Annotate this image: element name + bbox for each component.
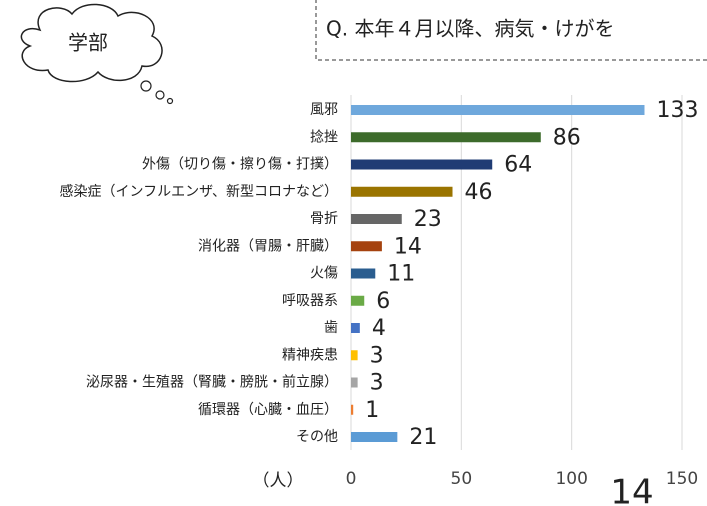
bar	[351, 159, 493, 170]
bar	[351, 241, 382, 252]
bar	[351, 295, 365, 306]
page-number: 14	[610, 473, 653, 506]
bar	[351, 432, 398, 442]
bar	[351, 214, 402, 224]
x-tick-label: 50	[451, 469, 473, 489]
bar	[351, 105, 645, 115]
bar	[351, 404, 354, 415]
value-label: 86	[553, 125, 581, 150]
value-label: 3	[370, 343, 384, 368]
bar	[351, 132, 541, 143]
value-label: 3	[370, 371, 384, 396]
thought-bubble: 学部	[20, 3, 174, 105]
x-tick-label: 150	[666, 469, 698, 489]
category-label: 歯	[324, 320, 338, 336]
category-label: 消化器（胃腸・肝臓）	[198, 238, 338, 254]
category-label: 外傷（切り傷・擦り傷・打撲）	[142, 156, 338, 173]
category-label: 火傷	[310, 266, 338, 282]
value-label: 64	[504, 153, 532, 178]
value-label: 11	[387, 262, 415, 287]
x-axis-label: （人）	[253, 471, 304, 491]
badge-text: 学部	[68, 31, 108, 55]
value-label: 46	[465, 180, 493, 205]
category-label: 泌尿器・生殖器（腎臓・膀胱・前立腺）	[86, 374, 338, 391]
value-label: 23	[414, 207, 442, 232]
x-tick-label: 0	[346, 469, 357, 489]
category-label: その他	[296, 429, 338, 445]
bar	[351, 268, 376, 279]
category-label: 感染症（インフルエンザ、新型コロナなど）	[60, 183, 338, 200]
value-label: 133	[656, 98, 698, 123]
question-box	[315, 0, 707, 61]
bar	[351, 350, 358, 361]
category-label: 風邪	[310, 102, 338, 118]
category-label: 精神疾患	[282, 347, 338, 363]
category-label: 捻挫	[310, 129, 338, 145]
category-label: 骨折	[310, 211, 338, 227]
value-label: 14	[394, 234, 422, 259]
question-text: Q. 本年４月以降、病気・けがを	[326, 17, 614, 41]
category-label: 呼吸器系	[282, 293, 338, 309]
bar	[351, 323, 360, 333]
bar	[351, 377, 358, 388]
value-label: 4	[372, 316, 386, 341]
category-label: 循環器（心臓・血圧）	[198, 402, 338, 418]
value-label: 6	[376, 289, 390, 314]
value-label: 21	[409, 425, 437, 450]
bar	[351, 186, 453, 197]
x-tick-label: 100	[555, 469, 587, 489]
value-label: 1	[365, 398, 379, 423]
